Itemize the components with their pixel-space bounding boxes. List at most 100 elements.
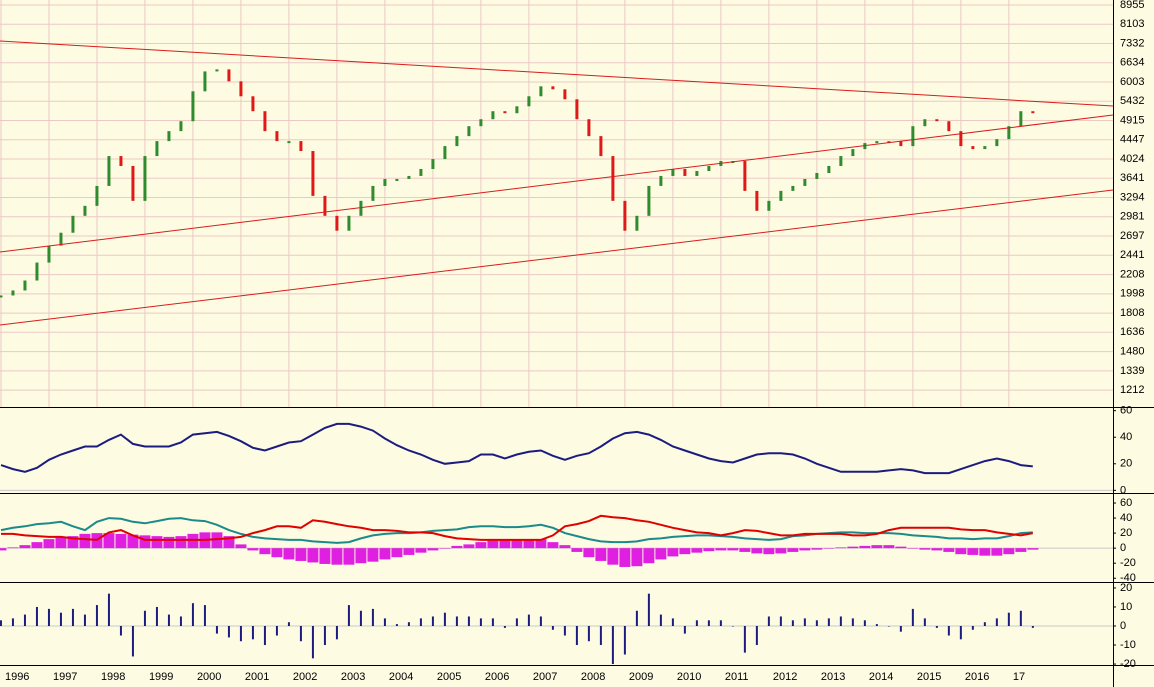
momentum-bar [359, 610, 362, 626]
histogram-bar [907, 548, 919, 549]
momentum-bar [83, 614, 86, 626]
price-bar [299, 141, 303, 152]
momentum-bar [179, 616, 182, 626]
histogram-bar [679, 548, 691, 555]
y-tick-label: -20 [1120, 658, 1136, 670]
momentum-bar [191, 603, 194, 626]
price-bar [1031, 111, 1035, 114]
histogram-bar [931, 548, 943, 551]
momentum-bar [407, 622, 410, 626]
momentum-bar [563, 625, 566, 636]
price-bar [935, 119, 939, 122]
momentum-bar [647, 593, 650, 626]
y-tick-label: 8103 [1120, 18, 1144, 30]
y-tick-label: 3294 [1120, 191, 1144, 203]
price-bar [767, 200, 771, 211]
price-bar [959, 131, 963, 147]
histogram-bar [1015, 548, 1027, 552]
histogram-bar [211, 532, 223, 549]
indicator-line [0, 517, 1033, 544]
momentum-bar [887, 625, 890, 627]
momentum-bar [875, 624, 878, 626]
price-bar [263, 111, 267, 132]
price-bar [1019, 111, 1023, 127]
momentum-bar [119, 625, 122, 636]
histogram-bar [175, 536, 187, 549]
y-tick-label: 60 [1120, 405, 1132, 417]
price-bar [647, 185, 651, 216]
histogram-bar [763, 548, 775, 555]
price-bar [407, 175, 411, 179]
histogram-bar [307, 548, 319, 563]
histogram-bar [343, 548, 355, 565]
momentum-bar [587, 625, 590, 642]
histogram-bar [391, 548, 403, 558]
x-tick-label: 2006 [485, 671, 509, 683]
price-bar [671, 168, 675, 176]
momentum-bar [1031, 625, 1034, 628]
price-bar [659, 175, 663, 186]
momentum-bar [455, 616, 458, 626]
price-bar [587, 119, 591, 137]
momentum-bar [443, 612, 446, 626]
histogram-bar [823, 548, 835, 549]
price-bar [215, 69, 219, 72]
momentum-bar [851, 618, 854, 626]
histogram-bar [919, 548, 931, 550]
momentum-bar [275, 625, 278, 636]
price-bar [83, 205, 87, 216]
price-bar [191, 91, 195, 122]
price-bar [1007, 126, 1011, 140]
price-bar [611, 156, 615, 201]
momentum-bar [551, 625, 554, 630]
x-tick-label: 2012 [773, 671, 797, 683]
histogram-bar [487, 540, 499, 549]
x-tick-label: 2003 [341, 671, 365, 683]
price-bar [923, 119, 927, 127]
price-bar [995, 139, 999, 147]
x-tick-label: 2001 [245, 671, 269, 683]
histogram-bar [7, 547, 19, 549]
price-bar [983, 146, 987, 150]
price-bar [155, 141, 159, 157]
histogram-bar [631, 548, 643, 567]
y-tick-label: 40 [1120, 431, 1132, 443]
price-bar [683, 168, 687, 176]
price-bar [383, 178, 387, 186]
histogram-bar [379, 548, 391, 560]
price-bar [359, 200, 363, 216]
momentum-bar [347, 605, 350, 626]
price-bar [95, 185, 99, 206]
momentum-bar [311, 625, 314, 659]
momentum-bar [1019, 610, 1022, 626]
histogram-bar [691, 548, 703, 553]
price-bar [899, 141, 903, 147]
momentum-bar [671, 618, 674, 626]
momentum-bar [503, 625, 506, 628]
indicator-line [1, 514, 1033, 541]
histogram-bar [235, 544, 247, 549]
histogram-bar [559, 545, 571, 549]
momentum-bar [995, 618, 998, 626]
momentum-bar [143, 610, 146, 626]
y-tick-label: 7332 [1120, 37, 1144, 49]
momentum-bar [23, 614, 26, 626]
histogram-bar [787, 548, 799, 552]
histogram-bar [319, 548, 331, 564]
momentum-bar [251, 625, 254, 640]
momentum-bar [0, 620, 2, 626]
y-tick-label: 4024 [1120, 153, 1144, 165]
momentum-bar [155, 606, 158, 626]
momentum-bar [107, 593, 110, 626]
price-bar [203, 71, 207, 92]
momentum-bar [263, 625, 266, 646]
y-tick-label: 2208 [1120, 268, 1144, 280]
momentum-bar [695, 620, 698, 626]
momentum-bar [479, 618, 482, 626]
momentum-bar [131, 625, 134, 657]
histogram-bar [511, 539, 523, 549]
price-bar [311, 151, 315, 196]
momentum-bar [935, 625, 938, 628]
histogram-bar [619, 548, 631, 567]
